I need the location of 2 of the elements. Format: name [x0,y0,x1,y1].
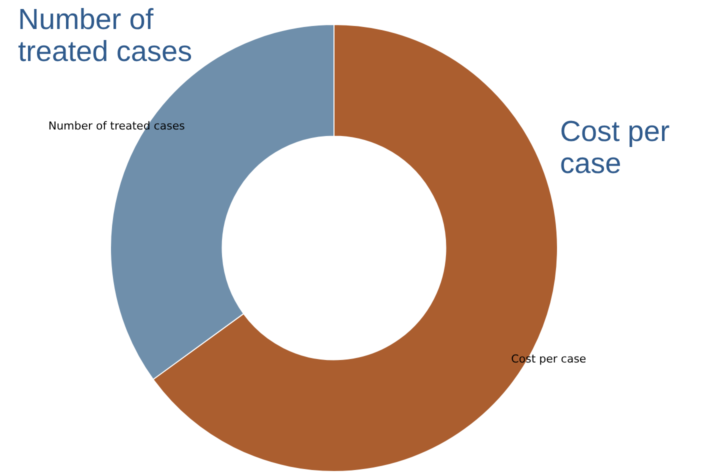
text: Number of treated cases [18,4,194,68]
text: Cost per case [560,116,671,180]
